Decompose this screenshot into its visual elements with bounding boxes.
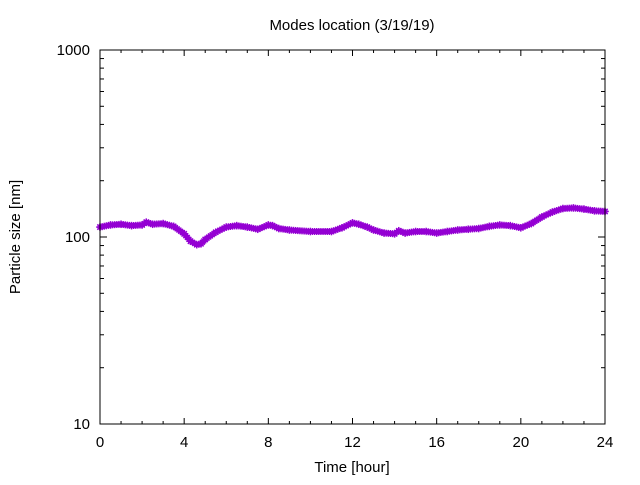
data-point bbox=[517, 223, 525, 232]
data-point bbox=[443, 227, 451, 236]
y-tick-label: 100 bbox=[65, 229, 90, 246]
y-tick-label: 1000 bbox=[57, 42, 90, 59]
x-tick-label: 8 bbox=[264, 434, 272, 451]
data-point bbox=[201, 235, 210, 244]
data-point bbox=[169, 222, 178, 231]
x-tick-label: 12 bbox=[344, 434, 361, 451]
data-point bbox=[495, 221, 504, 229]
data-point bbox=[380, 229, 388, 237]
data-point bbox=[127, 221, 136, 230]
x-axis-label: Time [hour] bbox=[314, 459, 389, 476]
data-point bbox=[411, 227, 420, 236]
data-point bbox=[569, 204, 578, 212]
data-point bbox=[394, 226, 403, 235]
data-point bbox=[464, 225, 473, 234]
data-point bbox=[338, 223, 346, 232]
data-point bbox=[363, 223, 372, 231]
data-point bbox=[355, 220, 363, 229]
data-point bbox=[232, 221, 241, 230]
data-point bbox=[211, 228, 220, 237]
data-point bbox=[275, 224, 283, 233]
data-point bbox=[180, 230, 188, 238]
data-point bbox=[348, 219, 357, 227]
data-point bbox=[138, 221, 146, 229]
data-point bbox=[243, 223, 252, 231]
data-point bbox=[453, 226, 462, 234]
axes: 0 4 8 12 16 20 24 10 100 1000 bbox=[57, 42, 614, 451]
data-series bbox=[96, 204, 609, 249]
data-point bbox=[559, 204, 567, 213]
x-tick-label: 20 bbox=[512, 434, 529, 451]
data-point bbox=[142, 218, 151, 226]
data-point bbox=[254, 225, 262, 234]
data-point bbox=[186, 237, 195, 245]
data-point bbox=[474, 224, 483, 233]
data-point bbox=[222, 223, 231, 231]
y-tick-label: 10 bbox=[73, 416, 90, 433]
data-point bbox=[485, 222, 494, 231]
data-point bbox=[506, 221, 515, 230]
x-tick-label: 16 bbox=[428, 434, 445, 451]
data-point bbox=[422, 227, 430, 236]
data-point bbox=[148, 220, 157, 229]
data-point bbox=[106, 221, 115, 229]
data-point bbox=[159, 219, 167, 228]
data-point bbox=[268, 221, 277, 230]
x-tick-label: 0 bbox=[96, 434, 104, 451]
chart-title: Modes location (3/19/19) bbox=[269, 17, 434, 34]
data-point bbox=[432, 229, 441, 237]
data-point bbox=[369, 226, 378, 234]
data-point bbox=[538, 213, 546, 221]
y-axis-label: Particle size [nm] bbox=[7, 180, 24, 294]
data-point bbox=[390, 230, 399, 238]
plot-area-frame bbox=[99, 49, 606, 425]
x-tick-label: 24 bbox=[597, 434, 614, 451]
data-point bbox=[548, 208, 557, 216]
data-point bbox=[285, 226, 294, 234]
x-tick-label: 4 bbox=[180, 434, 188, 451]
data-point bbox=[401, 229, 409, 237]
data-point bbox=[590, 207, 599, 215]
data-point bbox=[117, 220, 125, 229]
data-point bbox=[527, 219, 536, 228]
data-point bbox=[327, 227, 336, 236]
data-point bbox=[580, 205, 588, 213]
data-point bbox=[306, 227, 315, 236]
